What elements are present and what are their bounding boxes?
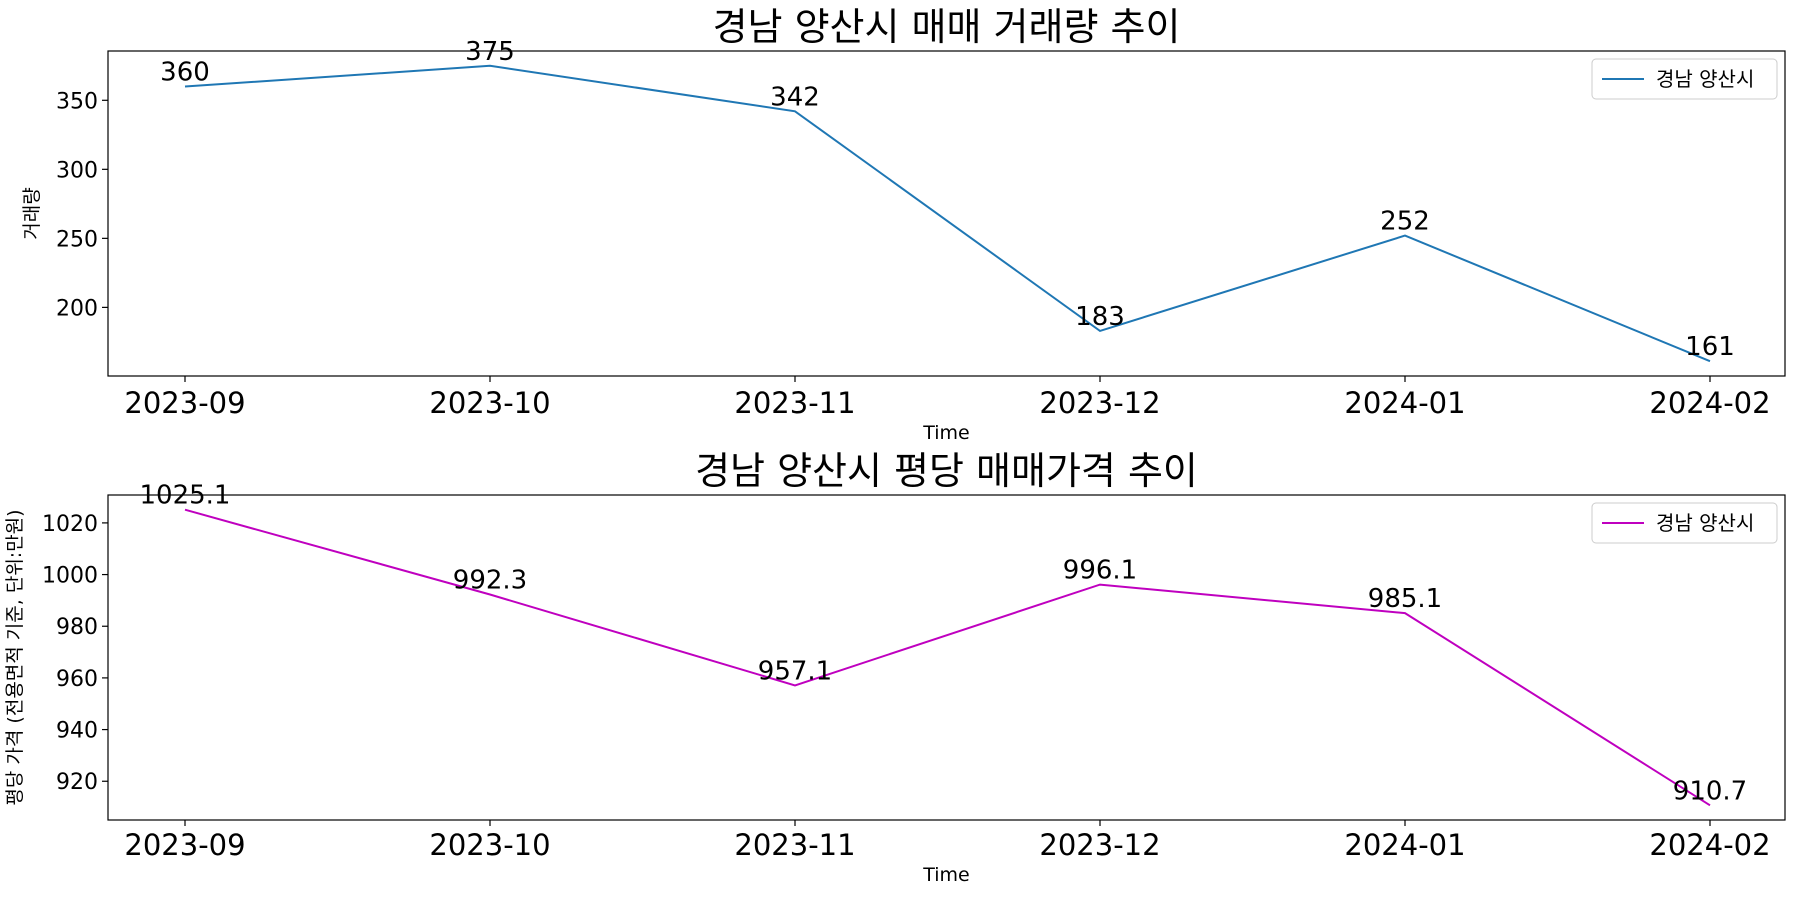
y-axis-label: 평당 가격 (전용면적 기준, 단위:만원) — [4, 509, 26, 805]
data-label: 985.1 — [1368, 584, 1442, 614]
plot-frame — [107, 50, 1786, 377]
x-tick-label: 2024-02 — [1649, 386, 1770, 420]
data-label: 1025.1 — [140, 481, 231, 511]
data-label: 342 — [770, 82, 820, 112]
chart-panel-2: 경남 양산시 평당 매매가격 추이 920 940 960 980 1000 1020 202… — [4, 449, 1786, 886]
x-tick-label: 2023-11 — [734, 828, 855, 862]
x-tick-label: 2023-10 — [429, 386, 550, 420]
data-label: 183 — [1075, 302, 1125, 332]
y-tick-label: 350 — [56, 89, 98, 114]
plot-frame — [107, 494, 1786, 821]
legend: 경남 양산시 — [1591, 58, 1778, 100]
y-axis-label: 거래량 — [21, 187, 43, 239]
y-tick-label: 250 — [56, 227, 98, 252]
data-label: 957.1 — [758, 656, 832, 686]
data-label: 375 — [465, 37, 515, 67]
legend-label: 경남 양산시 — [1656, 67, 1754, 91]
legend: 경남 양산시 — [1591, 502, 1778, 544]
legend-box — [1591, 502, 1778, 544]
series-line — [184, 508, 1711, 807]
y-tick-label: 980 — [56, 615, 98, 640]
y-tick-label: 920 — [56, 770, 98, 795]
y-tick-label: 1000 — [42, 564, 98, 589]
x-tick-label: 2024-01 — [1344, 386, 1465, 420]
y-tick-label: 1020 — [42, 512, 98, 537]
x-axis-label: Time — [922, 422, 970, 444]
legend-box — [1591, 58, 1778, 100]
x-tick-label: 2023-10 — [429, 828, 550, 862]
data-label: 360 — [160, 57, 210, 87]
x-tick-label: 2023-12 — [1039, 828, 1160, 862]
data-label: 910.7 — [1673, 776, 1747, 806]
x-tick-label: 2023-12 — [1039, 386, 1160, 420]
chart-title: 경남 양산시 평당 매매가격 추이 — [695, 449, 1198, 493]
data-label: 161 — [1685, 332, 1735, 362]
y-tick-label: 300 — [56, 158, 98, 183]
x-tick-label: 2023-09 — [124, 386, 245, 420]
y-tick-label: 940 — [56, 719, 98, 744]
x-tick-label: 2024-02 — [1649, 828, 1770, 862]
y-tick-label: 200 — [56, 296, 98, 321]
x-tick-label: 2024-01 — [1344, 828, 1465, 862]
data-label: 992.3 — [453, 565, 527, 595]
y-tick-label: 960 — [56, 667, 98, 692]
series-line — [184, 64, 1711, 363]
data-label: 996.1 — [1063, 556, 1137, 586]
chart-panel-1: 경남 양산시 매매 거래량 추이 200 250 300 350 2023-09 2023-… — [21, 5, 1786, 444]
x-tick-label: 2023-11 — [734, 386, 855, 420]
data-label: 252 — [1380, 207, 1430, 237]
x-axis-label: Time — [922, 864, 970, 886]
legend-label: 경남 양산시 — [1656, 511, 1754, 535]
x-tick-label: 2023-09 — [124, 828, 245, 862]
chart-title: 경남 양산시 매매 거래량 추이 — [713, 5, 1181, 49]
